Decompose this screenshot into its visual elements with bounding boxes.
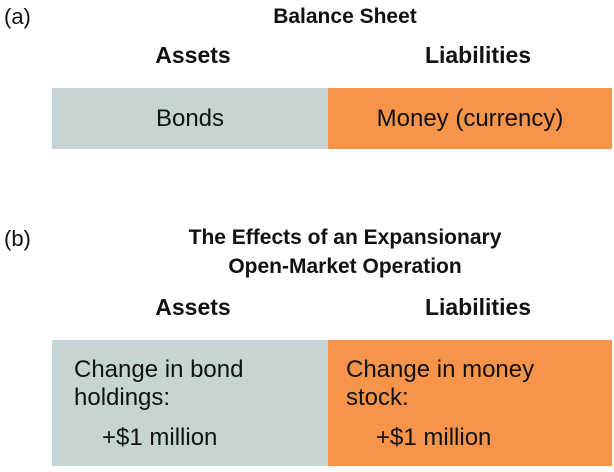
panel-b-liabilities-entry-value: +$1 million [376,424,492,451]
panel-a-assets-header: Assets [155,42,231,68]
panel-b-liabilities-entry-text: Change in money stock: [346,356,535,411]
panel-b-liabilities-cell: Change in money stock: +$1 million [328,340,612,466]
panel-b-assets-header: Assets [155,294,231,320]
panel-b-liabilities-header: Liabilities [424,294,532,320]
panel-a-assets-cell: Bonds [52,88,328,149]
panel-b-assets-entry-value: +$1 million [102,424,218,451]
panel-b-assets-cell: Change in bond holdings: +$1 million [52,340,328,466]
panel-a-liabilities-header: Liabilities [424,42,532,68]
panel-a-label: (a) [4,4,31,29]
panel-a-title: Balance Sheet [273,5,417,28]
panel-a-liabilities-cell: Money (currency) [328,88,612,149]
panel-a-liabilities-entry: Money (currency) [376,105,564,132]
panel-a-assets-entry: Bonds [155,105,225,132]
panel-b-assets-entry-text: Change in bond holdings: [74,356,244,411]
panel-b-label: (b) [4,226,31,251]
panel-b-title: The Effects of an Expansionary Open-Mark… [188,226,502,278]
